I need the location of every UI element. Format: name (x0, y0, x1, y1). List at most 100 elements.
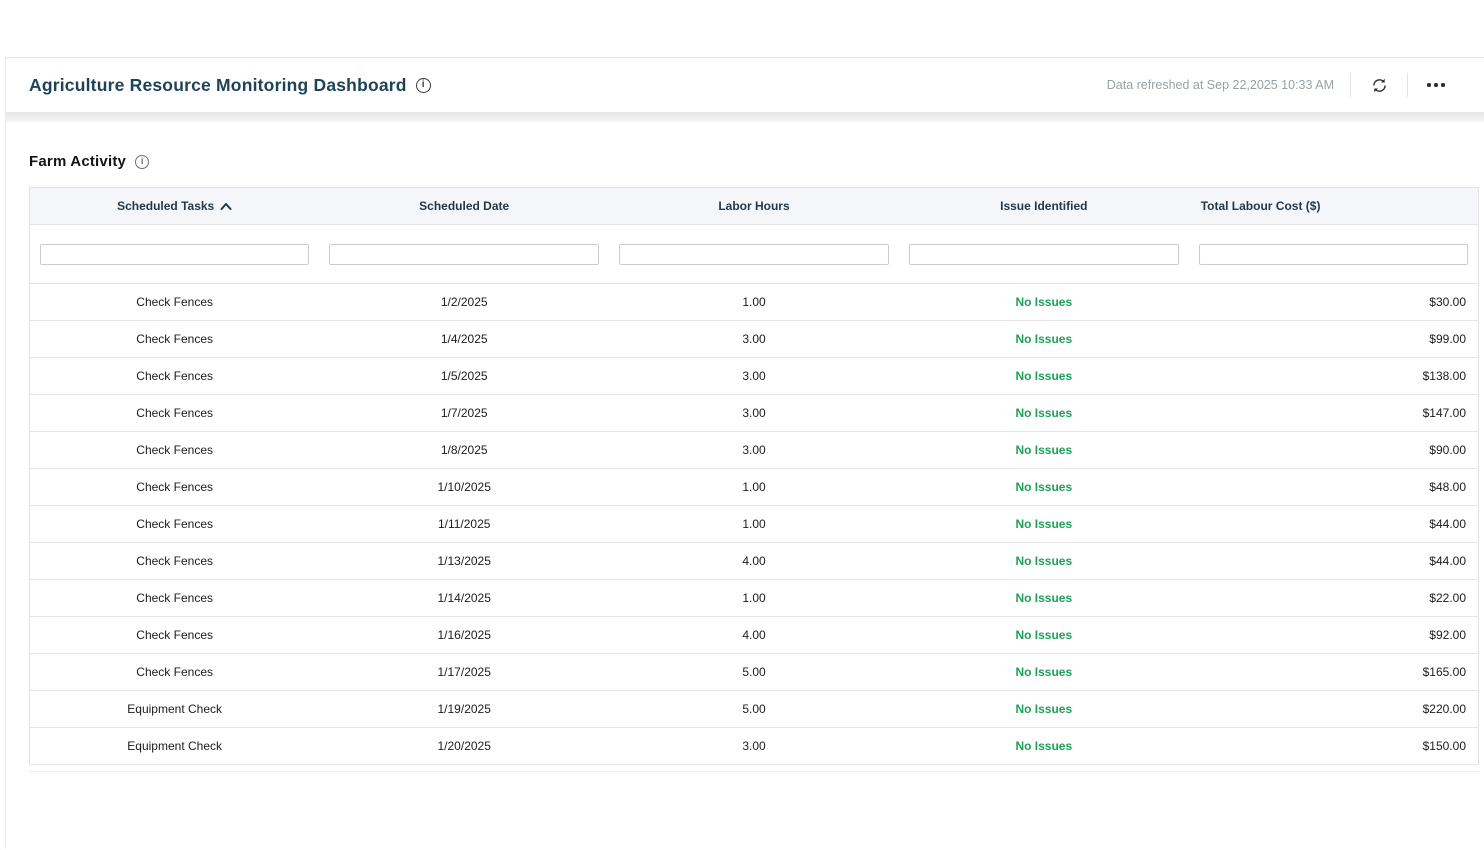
table-row[interactable]: Check Fences 1/16/2025 4.00 No Issues $9… (29, 616, 1479, 654)
title-info-icon[interactable]: i (415, 77, 431, 93)
cost-cell: $147.00 (1188, 394, 1479, 432)
issue-cell: No Issues (898, 357, 1189, 395)
table-row[interactable]: Check Fences 1/2/2025 1.00 No Issues $30… (29, 283, 1479, 321)
data-refreshed-text: Data refreshed at Sep 22,2025 10:33 AM (1106, 78, 1334, 92)
hours-cell: 1.00 (609, 468, 899, 506)
filter-cell (1188, 224, 1479, 284)
more-options-button[interactable] (1408, 70, 1464, 100)
hours-cell: 1.00 (609, 579, 899, 617)
column-label: Scheduled Tasks (117, 198, 215, 213)
hours-cell: 3.00 (609, 357, 899, 395)
issue-cell: No Issues (898, 690, 1189, 728)
column-header-issue-identified[interactable]: Issue Identified (898, 187, 1189, 225)
table-row[interactable]: Check Fences 1/10/2025 1.00 No Issues $4… (29, 468, 1479, 506)
cost-cell: $138.00 (1188, 357, 1479, 395)
task-cell: Check Fences (29, 579, 320, 617)
filter-cell (898, 224, 1189, 284)
date-cell: 1/7/2025 (319, 394, 610, 432)
table-body: Check Fences 1/2/2025 1.00 No Issues $30… (29, 283, 1479, 765)
task-cell: Check Fences (29, 653, 320, 691)
date-cell: 1/19/2025 (319, 690, 610, 728)
table-row[interactable]: Check Fences 1/4/2025 3.00 No Issues $99… (29, 320, 1479, 358)
partial-next-row (29, 765, 1479, 772)
table-row[interactable]: Check Fences 1/5/2025 3.00 No Issues $13… (29, 357, 1479, 395)
table-row[interactable]: Check Fences 1/14/2025 1.00 No Issues $2… (29, 579, 1479, 617)
issue-cell: No Issues (898, 283, 1189, 321)
date-cell: 1/11/2025 (319, 505, 610, 543)
column-label: Labor Hours (718, 199, 790, 213)
issue-cell: No Issues (898, 394, 1189, 432)
column-header-total-labour-cost[interactable]: Total Labour Cost ($) (1188, 187, 1479, 225)
column-header-labor-hours[interactable]: Labor Hours (609, 187, 899, 225)
hours-cell: 3.00 (609, 727, 899, 765)
app-header: Agriculture Resource Monitoring Dashboar… (6, 58, 1484, 112)
filter-cell (609, 224, 899, 284)
task-cell: Check Fences (29, 616, 320, 654)
filter-input-labor-hours[interactable] (619, 244, 889, 265)
filter-input-scheduled-tasks[interactable] (40, 244, 310, 265)
date-cell: 1/2/2025 (319, 283, 610, 321)
filter-input-total-labour-cost[interactable] (1198, 244, 1468, 265)
cost-cell: $90.00 (1188, 431, 1479, 469)
task-cell: Check Fences (29, 468, 320, 506)
hours-cell: 5.00 (609, 653, 899, 691)
content-area: Farm Activity i Scheduled Tasks Scheduled… (6, 153, 1484, 772)
cost-cell: $30.00 (1188, 283, 1479, 321)
divider (1350, 73, 1351, 97)
task-cell: Check Fences (29, 283, 320, 321)
table-row[interactable]: Equipment Check 1/20/2025 3.00 No Issues… (29, 727, 1479, 765)
column-header-scheduled-date[interactable]: Scheduled Date (319, 187, 610, 225)
sort-asc-caret-icon (220, 200, 232, 214)
task-cell: Check Fences (29, 320, 320, 358)
column-header-row: Scheduled Tasks Scheduled Date Labor Hours… (29, 187, 1479, 225)
column-header-scheduled-tasks[interactable]: Scheduled Tasks (29, 187, 320, 225)
hours-cell: 5.00 (609, 690, 899, 728)
filter-input-scheduled-date[interactable] (329, 244, 600, 265)
date-cell: 1/16/2025 (319, 616, 610, 654)
date-cell: 1/5/2025 (319, 357, 610, 395)
date-cell: 1/10/2025 (319, 468, 610, 506)
table-row[interactable]: Check Fences 1/8/2025 3.00 No Issues $90… (29, 431, 1479, 469)
issue-cell: No Issues (898, 468, 1189, 506)
ellipsis-icon (1427, 83, 1445, 87)
issue-cell: No Issues (898, 542, 1189, 580)
task-cell: Check Fences (29, 505, 320, 543)
table-row[interactable]: Check Fences 1/13/2025 4.00 No Issues $4… (29, 542, 1479, 580)
filter-row (29, 224, 1479, 284)
header-shadow-strip (6, 112, 1484, 122)
issue-cell: No Issues (898, 727, 1189, 765)
hours-cell: 4.00 (609, 542, 899, 580)
cost-cell: $44.00 (1188, 505, 1479, 543)
section-title: Farm Activity (29, 153, 127, 170)
filter-input-issue-identified[interactable] (908, 244, 1179, 265)
date-cell: 1/8/2025 (319, 431, 610, 469)
cost-cell: $48.00 (1188, 468, 1479, 506)
date-cell: 1/4/2025 (319, 320, 610, 358)
hours-cell: 1.00 (609, 283, 899, 321)
issue-cell: No Issues (898, 431, 1189, 469)
date-cell: 1/20/2025 (319, 727, 610, 765)
table-row[interactable]: Check Fences 1/11/2025 1.00 No Issues $4… (29, 505, 1479, 543)
filter-cell (319, 224, 610, 284)
cost-cell: $150.00 (1188, 727, 1479, 765)
filter-cell (29, 224, 320, 284)
hours-cell: 3.00 (609, 431, 899, 469)
table-row[interactable]: Check Fences 1/17/2025 5.00 No Issues $1… (29, 653, 1479, 691)
task-cell: Check Fences (29, 394, 320, 432)
date-cell: 1/17/2025 (319, 653, 610, 691)
table-header: Scheduled Tasks Scheduled Date Labor Hours… (29, 187, 1479, 284)
task-cell: Equipment Check (29, 727, 320, 765)
refresh-button[interactable] (1351, 70, 1407, 100)
issue-cell: No Issues (898, 616, 1189, 654)
table-row[interactable]: Check Fences 1/7/2025 3.00 No Issues $14… (29, 394, 1479, 432)
issue-cell: No Issues (898, 320, 1189, 358)
issue-cell: No Issues (898, 579, 1189, 617)
issue-cell: No Issues (898, 505, 1189, 543)
section-title-row: Farm Activity i (29, 153, 1478, 170)
divider (1407, 73, 1408, 97)
table-row[interactable]: Equipment Check 1/19/2025 5.00 No Issues… (29, 690, 1479, 728)
section-info-icon[interactable]: i (135, 154, 150, 169)
column-label: Scheduled Date (419, 199, 510, 213)
task-cell: Check Fences (29, 431, 320, 469)
task-cell: Check Fences (29, 357, 320, 395)
